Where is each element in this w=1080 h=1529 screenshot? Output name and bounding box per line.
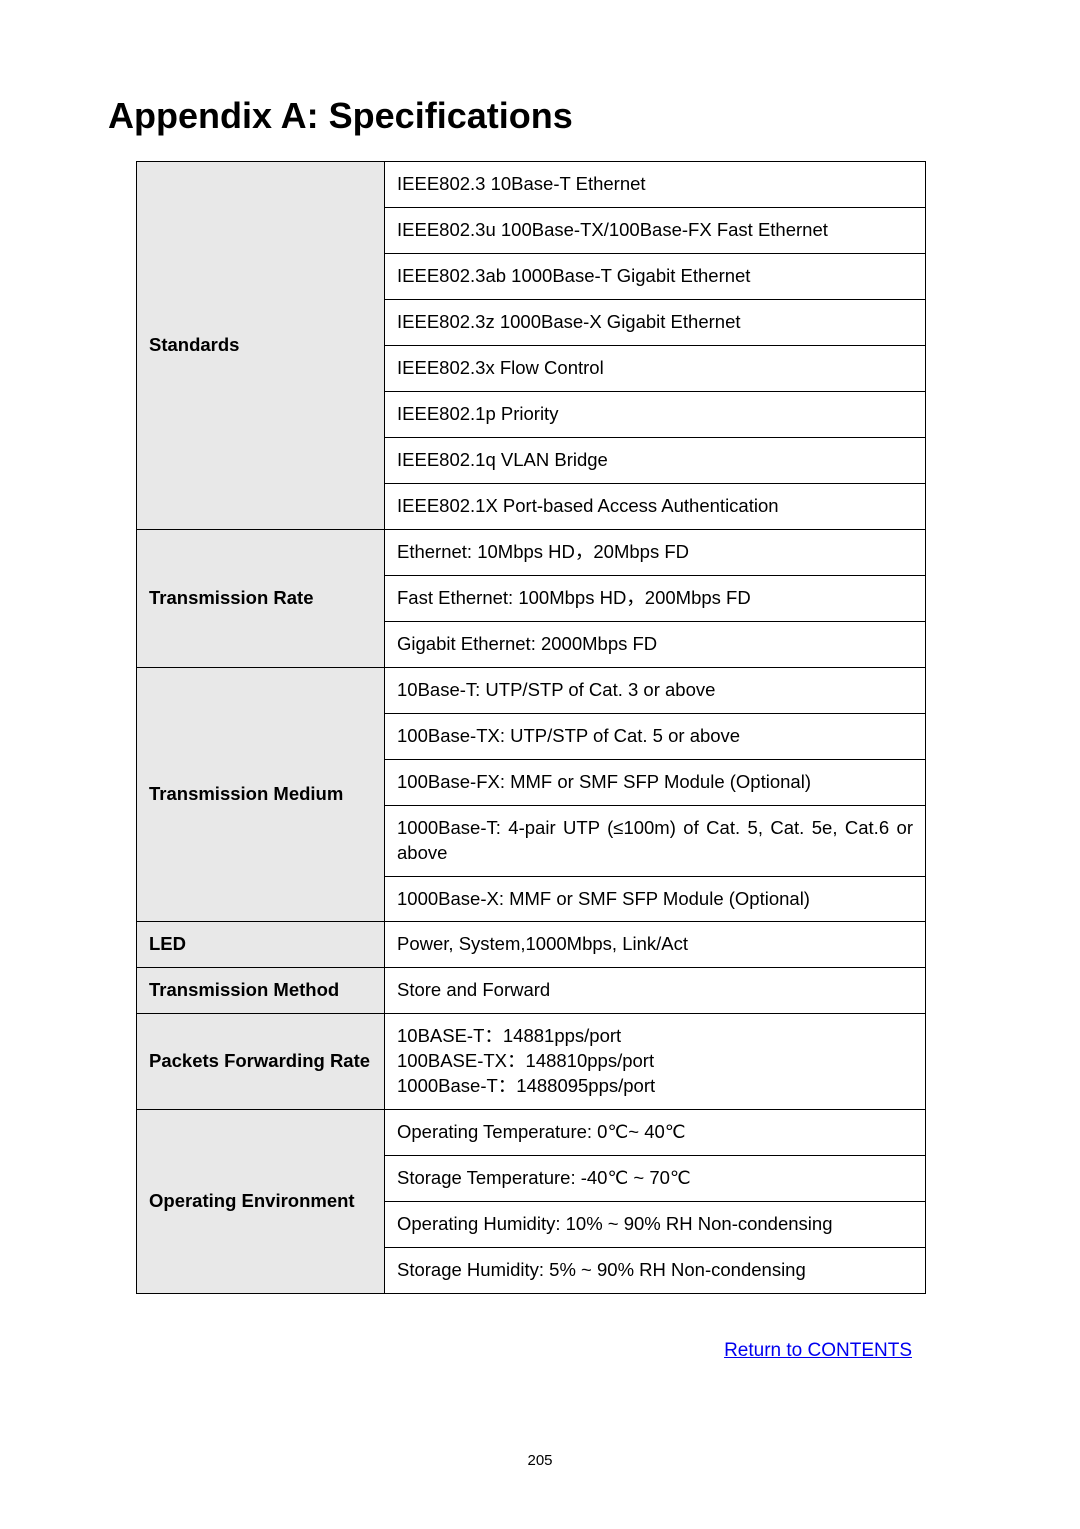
- return-link-container: Return to CONTENTS: [108, 1340, 912, 1362]
- spec-value: Power, System,1000Mbps, Link/Act: [385, 922, 926, 968]
- spec-value: Gigabit Ethernet: 2000Mbps FD: [385, 621, 926, 667]
- spec-value: 10BASE-T：14881pps/port100BASE-TX：148810p…: [385, 1014, 926, 1110]
- spec-value: IEEE802.3 10Base-T Ethernet: [385, 162, 926, 208]
- spec-value: IEEE802.1p Priority: [385, 391, 926, 437]
- spec-label: LED: [137, 922, 385, 968]
- spec-label: Transmission Rate: [137, 529, 385, 667]
- spec-value: Operating Humidity: 10% ~ 90% RH Non-con…: [385, 1202, 926, 1248]
- page-title: Appendix A: Specifications: [108, 95, 972, 137]
- spec-label: Standards: [137, 162, 385, 530]
- table-row: Packets Forwarding Rate10BASE-T：14881pps…: [137, 1014, 926, 1110]
- spec-value: IEEE802.3z 1000Base-X Gigabit Ethernet: [385, 299, 926, 345]
- spec-value: Storage Temperature: -40℃ ~ 70℃: [385, 1156, 926, 1202]
- page-container: Appendix A: Specifications StandardsIEEE…: [0, 0, 1080, 1529]
- spec-value: IEEE802.3x Flow Control: [385, 345, 926, 391]
- table-row: StandardsIEEE802.3 10Base-T Ethernet: [137, 162, 926, 208]
- spec-value: Store and Forward: [385, 968, 926, 1014]
- table-row: Transmission RateEthernet: 10Mbps HD，20M…: [137, 529, 926, 575]
- spec-label: Transmission Medium: [137, 667, 385, 922]
- spec-value: 1000Base-T: 4-pair UTP (≤100m) of Cat. 5…: [385, 805, 926, 876]
- table-row: LEDPower, System,1000Mbps, Link/Act: [137, 922, 926, 968]
- spec-value: IEEE802.1q VLAN Bridge: [385, 437, 926, 483]
- spec-value: IEEE802.1X Port-based Access Authenticat…: [385, 483, 926, 529]
- return-to-contents-link[interactable]: Return to CONTENTS: [724, 1340, 912, 1361]
- spec-value: Fast Ethernet: 100Mbps HD，200Mbps FD: [385, 575, 926, 621]
- spec-value: IEEE802.3ab 1000Base-T Gigabit Ethernet: [385, 253, 926, 299]
- spec-value: Ethernet: 10Mbps HD，20Mbps FD: [385, 529, 926, 575]
- spec-label: Operating Environment: [137, 1110, 385, 1294]
- spec-value: 10Base-T: UTP/STP of Cat. 3 or above: [385, 667, 926, 713]
- table-row: Transmission MethodStore and Forward: [137, 968, 926, 1014]
- spec-value: Operating Temperature: 0℃~ 40℃: [385, 1110, 926, 1156]
- spec-value: 100Base-TX: UTP/STP of Cat. 5 or above: [385, 713, 926, 759]
- spec-value: 1000Base-X: MMF or SMF SFP Module (Optio…: [385, 876, 926, 922]
- spec-label: Packets Forwarding Rate: [137, 1014, 385, 1110]
- spec-value: 100Base-FX: MMF or SMF SFP Module (Optio…: [385, 759, 926, 805]
- table-row: Operating EnvironmentOperating Temperatu…: [137, 1110, 926, 1156]
- spec-value: IEEE802.3u 100Base-TX/100Base-FX Fast Et…: [385, 207, 926, 253]
- spec-table: StandardsIEEE802.3 10Base-T EthernetIEEE…: [136, 161, 926, 1294]
- page-number: 205: [108, 1452, 972, 1469]
- table-row: Transmission Medium10Base-T: UTP/STP of …: [137, 667, 926, 713]
- spec-value: Storage Humidity: 5% ~ 90% RH Non-conden…: [385, 1248, 926, 1294]
- spec-label: Transmission Method: [137, 968, 385, 1014]
